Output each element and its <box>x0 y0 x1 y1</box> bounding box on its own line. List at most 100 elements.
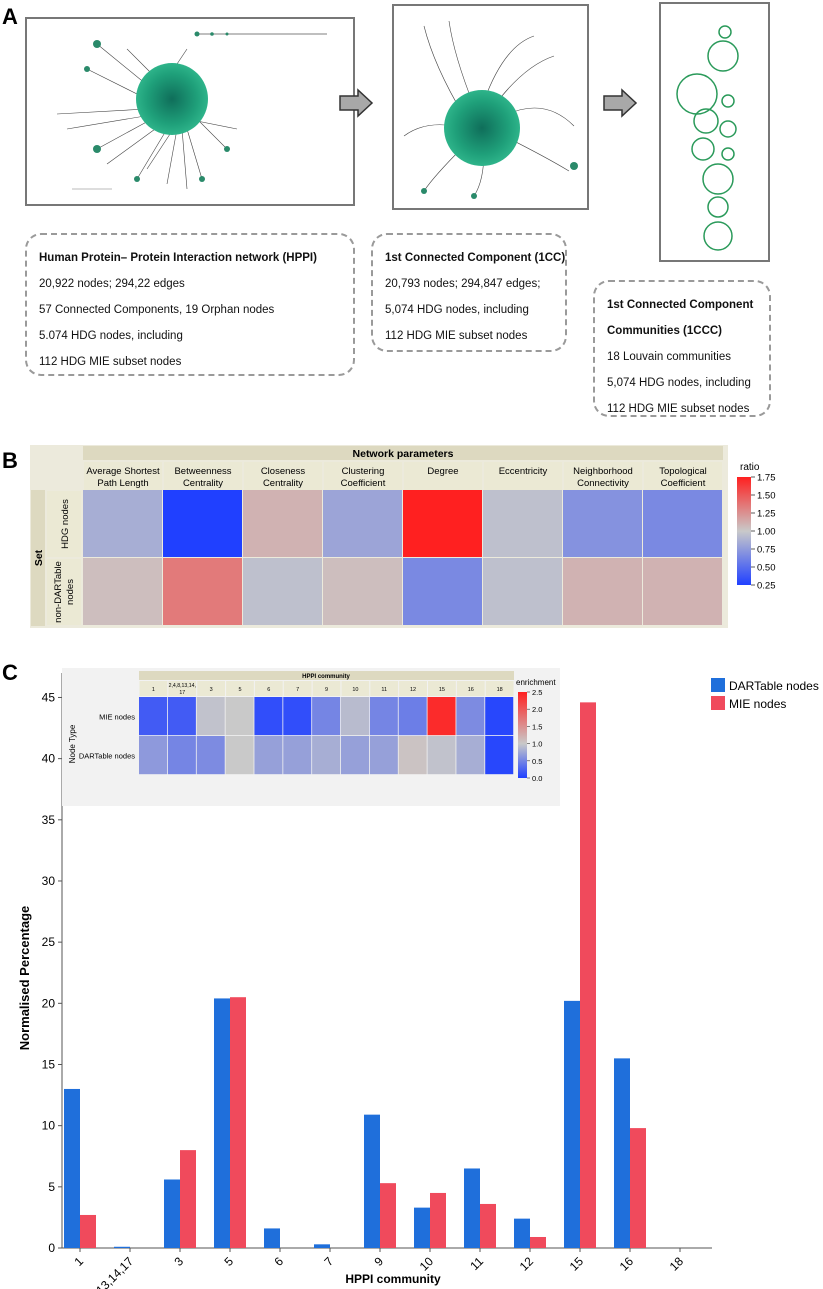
row-header-label: nodes <box>65 579 76 605</box>
inset-heatmap-cell <box>225 736 254 775</box>
heatmap-cell <box>483 558 562 625</box>
y-tick-label: 25 <box>42 935 56 949</box>
inset-column-header-cell <box>168 681 197 696</box>
hppi-network-image <box>25 17 355 206</box>
inset-heatmap-cell <box>456 697 485 736</box>
hppi-info-line: 57 Connected Components, 19 Orphan nodes <box>39 304 275 316</box>
hppi-info-line: 5.074 HDG nodes, including <box>39 330 183 342</box>
column-header-label: Closeness <box>261 466 306 477</box>
bar-darttable <box>464 1168 480 1248</box>
heatmap-row-axis-bar <box>31 490 45 626</box>
first-cc-info-line: 20,793 nodes; 294,847 edges; <box>385 278 541 290</box>
inset-heatmap-cell <box>196 697 225 736</box>
x-tick-label: 5 <box>221 1254 236 1269</box>
column-header-cell <box>84 462 162 490</box>
color-legend-bar <box>737 477 751 585</box>
column-header-label: Eccentricity <box>499 466 548 477</box>
inset-column-header-cell <box>428 681 456 696</box>
y-axis-label: Normalised Percentage <box>17 906 32 1051</box>
inset-legend-tick-label: 1.5 <box>532 722 542 731</box>
bar-darttable <box>164 1179 180 1248</box>
inset-column-label: 9 <box>325 687 328 693</box>
inset-column-label: 10 <box>352 687 358 693</box>
hppi-network-graphic <box>56 31 327 190</box>
heatmap-cell <box>163 490 242 557</box>
inset-legend-tick-label: 0.5 <box>532 757 542 766</box>
y-tick-label: 5 <box>48 1180 55 1194</box>
bar-darttable <box>114 1246 130 1248</box>
inset-heatmap-cell <box>254 736 283 775</box>
legend-tick-label: 1.25 <box>757 509 776 520</box>
legend-tick-label: 0.50 <box>757 563 776 574</box>
inset-column-header-cell <box>485 681 514 696</box>
inset-column-label: 12 <box>410 687 416 693</box>
column-header-label: Topological <box>659 466 707 477</box>
arrow-right-icon <box>339 88 374 118</box>
inset-column-label: 2,4,8,13,14, <box>169 683 196 689</box>
bar-darttable <box>264 1228 280 1248</box>
communities-image <box>659 2 770 262</box>
first-ccc-info-box: 1st Connected Component Communities (1CC… <box>593 280 771 417</box>
bar-mie <box>230 997 246 1248</box>
x-tick-label: 11 <box>467 1254 486 1273</box>
inset-heatmap-cell <box>485 736 514 775</box>
heatmap-cell <box>643 558 722 625</box>
first-cc-info-line: 112 HDG MIE subset nodes <box>385 330 528 342</box>
column-header-cell <box>644 462 722 490</box>
communities-graphic <box>676 25 739 251</box>
heatmap-title: Network parameters <box>353 448 454 460</box>
column-header-cell <box>324 462 402 490</box>
arrow-right-icon <box>603 88 638 118</box>
row-header-label: HDG nodes <box>60 499 71 549</box>
network-parameters-heatmap: Network parameters Set Average ShortestP… <box>30 445 776 628</box>
heatmap-cell <box>323 558 402 625</box>
inset-legend-tick-label: 2.5 <box>532 688 542 697</box>
bar-mie <box>430 1192 446 1248</box>
first-ccc-info-line: 112 HDG MIE subset nodes <box>607 403 750 415</box>
heatmap-row-axis-label: Set <box>33 549 45 566</box>
legend-label-darttable: DARTable nodes <box>729 679 819 693</box>
inset-heatmap-cell <box>196 736 225 775</box>
inset-column-header-cell <box>312 681 341 696</box>
row-header-cell <box>47 491 81 557</box>
legend-swatch-darttable <box>711 678 725 692</box>
inset-column-header-cell <box>399 681 427 696</box>
inset-column-label: 1 <box>152 687 155 693</box>
hppi-info-line: 20,922 nodes; 294,22 edges <box>39 278 185 290</box>
first-connected-component-image <box>392 4 589 210</box>
column-header-label: Degree <box>427 466 458 477</box>
inset-column-label: 3 <box>210 687 213 693</box>
row-header-label: non-DARTable <box>53 561 64 623</box>
y-tick-label: 45 <box>42 690 56 704</box>
inset-column-label: 17 <box>179 690 185 696</box>
heatmap-header-bar <box>83 446 723 460</box>
x-tick-label: 10 <box>417 1254 437 1274</box>
column-header-label: Betweenness <box>174 466 231 477</box>
column-header-cell <box>564 462 642 490</box>
heatmap-cell <box>483 490 562 557</box>
inset-column-header-cell <box>456 681 485 696</box>
panel-letter-c: C <box>2 660 18 685</box>
inset-heatmap-cell <box>485 697 514 736</box>
bar-darttable <box>314 1244 330 1248</box>
panel-letter-b: B <box>2 448 18 473</box>
y-tick-label: 30 <box>42 874 56 888</box>
column-header-label: Coefficient <box>341 478 386 489</box>
column-header-cell <box>404 462 482 490</box>
inset-heatmap-cell <box>340 736 369 775</box>
column-header-label: Coefficient <box>661 478 706 489</box>
inset-heatmap-cell <box>398 736 427 775</box>
inset-heatmap-cell <box>283 697 312 736</box>
inset-column-label: 7 <box>296 687 299 693</box>
y-tick-label: 40 <box>42 752 56 766</box>
inset-heatmap-cell <box>283 736 312 775</box>
bar-darttable <box>414 1207 430 1248</box>
inset-heatmap-cell <box>427 736 456 775</box>
legend-tick-label: 0.75 <box>757 545 776 556</box>
legend-label-mie: MIE nodes <box>729 697 786 711</box>
column-header-cell <box>484 462 562 490</box>
heatmap-cell <box>83 558 162 625</box>
inset-column-label: 16 <box>468 687 474 693</box>
bar-mie <box>380 1183 396 1248</box>
heatmap-cell <box>643 490 722 557</box>
